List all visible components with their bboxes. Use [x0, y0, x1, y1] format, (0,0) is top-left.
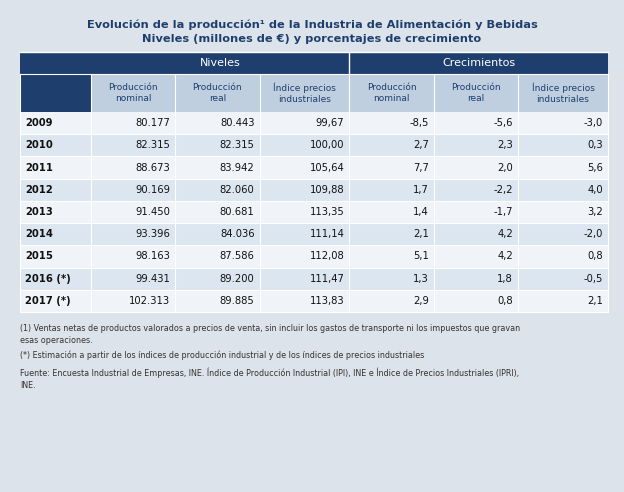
Bar: [20, 179, 608, 201]
Bar: [349, 74, 434, 112]
Bar: [260, 74, 349, 112]
Bar: [20, 268, 608, 290]
Text: 99,67: 99,67: [316, 118, 344, 128]
Text: -0,5: -0,5: [583, 274, 603, 284]
Text: 80.681: 80.681: [220, 207, 255, 217]
Text: 2011: 2011: [25, 162, 53, 173]
Text: 111,47: 111,47: [310, 274, 344, 284]
Text: 109,88: 109,88: [310, 185, 344, 195]
Text: 4,0: 4,0: [587, 185, 603, 195]
Text: 91.450: 91.450: [135, 207, 170, 217]
Text: Evolución de la producción¹ de la Industria de Alimentación y Bebidas: Evolución de la producción¹ de la Indust…: [87, 20, 537, 31]
Text: 0,8: 0,8: [587, 251, 603, 261]
Text: 2017 (*): 2017 (*): [25, 296, 71, 306]
Text: 98.163: 98.163: [135, 251, 170, 261]
Text: 112,08: 112,08: [310, 251, 344, 261]
Text: 5,1: 5,1: [413, 251, 429, 261]
Bar: [20, 201, 608, 223]
Text: 113,83: 113,83: [310, 296, 344, 306]
Text: Producción
nominal: Producción nominal: [109, 83, 158, 103]
Text: 100,00: 100,00: [310, 140, 344, 151]
Text: 2012: 2012: [25, 185, 53, 195]
Text: 90.169: 90.169: [135, 185, 170, 195]
Text: 1,8: 1,8: [497, 274, 513, 284]
Text: 3,2: 3,2: [587, 207, 603, 217]
Text: Niveles: Niveles: [200, 58, 241, 68]
Text: 2010: 2010: [25, 140, 53, 151]
Text: 2015: 2015: [25, 251, 53, 261]
Text: 2,1: 2,1: [413, 229, 429, 239]
Text: -8,5: -8,5: [409, 118, 429, 128]
Text: -3,0: -3,0: [583, 118, 603, 128]
Text: 2009: 2009: [25, 118, 52, 128]
Text: 2,3: 2,3: [497, 140, 513, 151]
Text: 1,4: 1,4: [413, 207, 429, 217]
Text: 82.315: 82.315: [135, 140, 170, 151]
Text: 82.060: 82.060: [220, 185, 255, 195]
Text: 84.036: 84.036: [220, 229, 255, 239]
Text: 105,64: 105,64: [310, 162, 344, 173]
Text: 2,0: 2,0: [497, 162, 513, 173]
Bar: [175, 74, 260, 112]
Text: Niveles (millones de €) y porcentajes de crecimiento: Niveles (millones de €) y porcentajes de…: [142, 34, 482, 44]
Text: 2,7: 2,7: [413, 140, 429, 151]
Text: 80.443: 80.443: [220, 118, 255, 128]
Text: 7,7: 7,7: [413, 162, 429, 173]
Bar: [20, 156, 608, 179]
Text: Producción
real: Producción real: [451, 83, 500, 103]
Text: (*) Estimación a partir de los índices de producción industrial y de los índices: (*) Estimación a partir de los índices d…: [20, 350, 424, 360]
Bar: [20, 74, 91, 112]
Text: 2,9: 2,9: [413, 296, 429, 306]
Text: 89.200: 89.200: [220, 274, 255, 284]
Bar: [91, 74, 175, 112]
Bar: [518, 74, 608, 112]
Text: 93.396: 93.396: [135, 229, 170, 239]
Bar: [20, 246, 608, 268]
Text: 5,6: 5,6: [587, 162, 603, 173]
Bar: [434, 74, 518, 112]
Text: 87.586: 87.586: [220, 251, 255, 261]
Text: 83.942: 83.942: [220, 162, 255, 173]
Text: -5,6: -5,6: [494, 118, 513, 128]
Text: 113,35: 113,35: [310, 207, 344, 217]
Text: 102.313: 102.313: [129, 296, 170, 306]
Text: Crecimientos: Crecimientos: [442, 58, 515, 68]
Bar: [20, 52, 608, 74]
Text: Producción
nominal: Producción nominal: [367, 83, 416, 103]
Text: (1) Ventas netas de productos valorados a precios de venta, sin incluir los gast: (1) Ventas netas de productos valorados …: [20, 324, 520, 345]
Text: 4,2: 4,2: [497, 229, 513, 239]
Text: Fuente: Encuesta Industrial de Empresas, INE. Índice de Producción Industrial (I: Fuente: Encuesta Industrial de Empresas,…: [20, 368, 519, 390]
Text: Índice precios
industriales: Índice precios industriales: [532, 82, 595, 104]
Text: 4,2: 4,2: [497, 251, 513, 261]
Text: 89.885: 89.885: [220, 296, 255, 306]
Text: 2,1: 2,1: [587, 296, 603, 306]
Bar: [20, 290, 608, 312]
Bar: [20, 112, 608, 134]
Text: 2014: 2014: [25, 229, 53, 239]
Text: Índice precios
industriales: Índice precios industriales: [273, 82, 336, 104]
Text: 80.177: 80.177: [135, 118, 170, 128]
Text: -2,2: -2,2: [494, 185, 513, 195]
Text: 111,14: 111,14: [310, 229, 344, 239]
Text: Producción
real: Producción real: [193, 83, 242, 103]
Text: 2016 (*): 2016 (*): [25, 274, 71, 284]
Text: 2013: 2013: [25, 207, 53, 217]
Text: -2,0: -2,0: [583, 229, 603, 239]
Text: 99.431: 99.431: [135, 274, 170, 284]
Text: 0,8: 0,8: [497, 296, 513, 306]
Text: 0,3: 0,3: [587, 140, 603, 151]
Text: 1,7: 1,7: [413, 185, 429, 195]
Text: 88.673: 88.673: [135, 162, 170, 173]
Text: 82.315: 82.315: [220, 140, 255, 151]
Bar: [20, 223, 608, 246]
Text: 1,3: 1,3: [413, 274, 429, 284]
Text: -1,7: -1,7: [494, 207, 513, 217]
Bar: [20, 134, 608, 156]
